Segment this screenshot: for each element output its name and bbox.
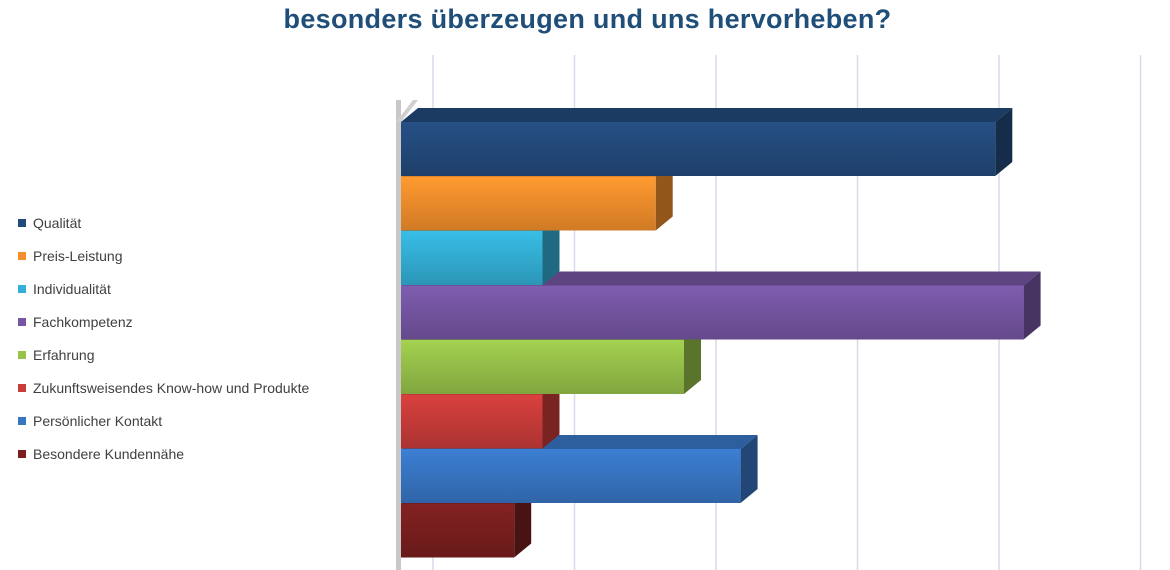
bar-side-face bbox=[514, 489, 532, 558]
legend-label: Zukunftsweisendes Know-how und Produkte bbox=[33, 379, 310, 396]
bar-side-face bbox=[740, 435, 758, 503]
legend-item: Zukunftsweisendes Know-how und Produkte bbox=[18, 371, 309, 404]
legend-item: Persönlicher Kontakt bbox=[18, 404, 309, 437]
legend-swatch bbox=[18, 251, 26, 260]
legend-swatch bbox=[18, 218, 26, 227]
bar-6 bbox=[401, 449, 741, 503]
bar-7 bbox=[401, 503, 515, 558]
bar-side-face bbox=[995, 108, 1013, 176]
bar-4 bbox=[401, 340, 684, 394]
legend-label: Fachkompetenz bbox=[33, 313, 133, 330]
legend-label: Persönlicher Kontakt bbox=[33, 412, 163, 429]
bar-side-face bbox=[1023, 271, 1041, 340]
bar-top-face bbox=[401, 271, 1041, 286]
legend-swatch bbox=[18, 284, 26, 293]
legend-swatch bbox=[18, 383, 26, 392]
legend-swatch bbox=[18, 416, 26, 425]
legend-label: Erfahrung bbox=[33, 346, 95, 363]
legend-item: Individualität bbox=[18, 272, 309, 305]
bar-3 bbox=[401, 285, 1024, 340]
legend-item: Fachkompetenz bbox=[18, 305, 309, 338]
axis-wall bbox=[396, 100, 401, 570]
chart-title: besonders überzeugen und uns hervorheben… bbox=[283, 4, 892, 34]
bar-5 bbox=[401, 394, 543, 449]
legend-item: Erfahrung bbox=[18, 338, 309, 371]
legend-item: Qualität bbox=[18, 206, 309, 239]
bar-side-face bbox=[542, 217, 560, 285]
legend-label: Individualität bbox=[33, 280, 111, 297]
bar-side-face bbox=[684, 326, 701, 394]
legend-swatch bbox=[18, 317, 26, 326]
legend-swatch bbox=[18, 449, 26, 458]
bar-1 bbox=[401, 176, 656, 231]
legend-item: Besondere Kundennähe bbox=[18, 437, 309, 470]
bar-side-face bbox=[542, 380, 560, 449]
bar-side-face bbox=[655, 162, 673, 231]
legend-label: Preis-Leistung bbox=[33, 247, 123, 264]
bar-top-face bbox=[401, 108, 1013, 122]
legend-swatch bbox=[18, 350, 26, 359]
axis-wall-top bbox=[396, 100, 418, 122]
bar-2 bbox=[401, 231, 543, 285]
legend: Qualität Preis-Leistung Individualität Fach… bbox=[18, 206, 309, 470]
legend-label: Qualität bbox=[33, 214, 82, 231]
legend-label: Besondere Kundennähe bbox=[33, 445, 185, 462]
legend-item: Preis-Leistung bbox=[18, 239, 309, 272]
bar-0 bbox=[401, 122, 996, 176]
